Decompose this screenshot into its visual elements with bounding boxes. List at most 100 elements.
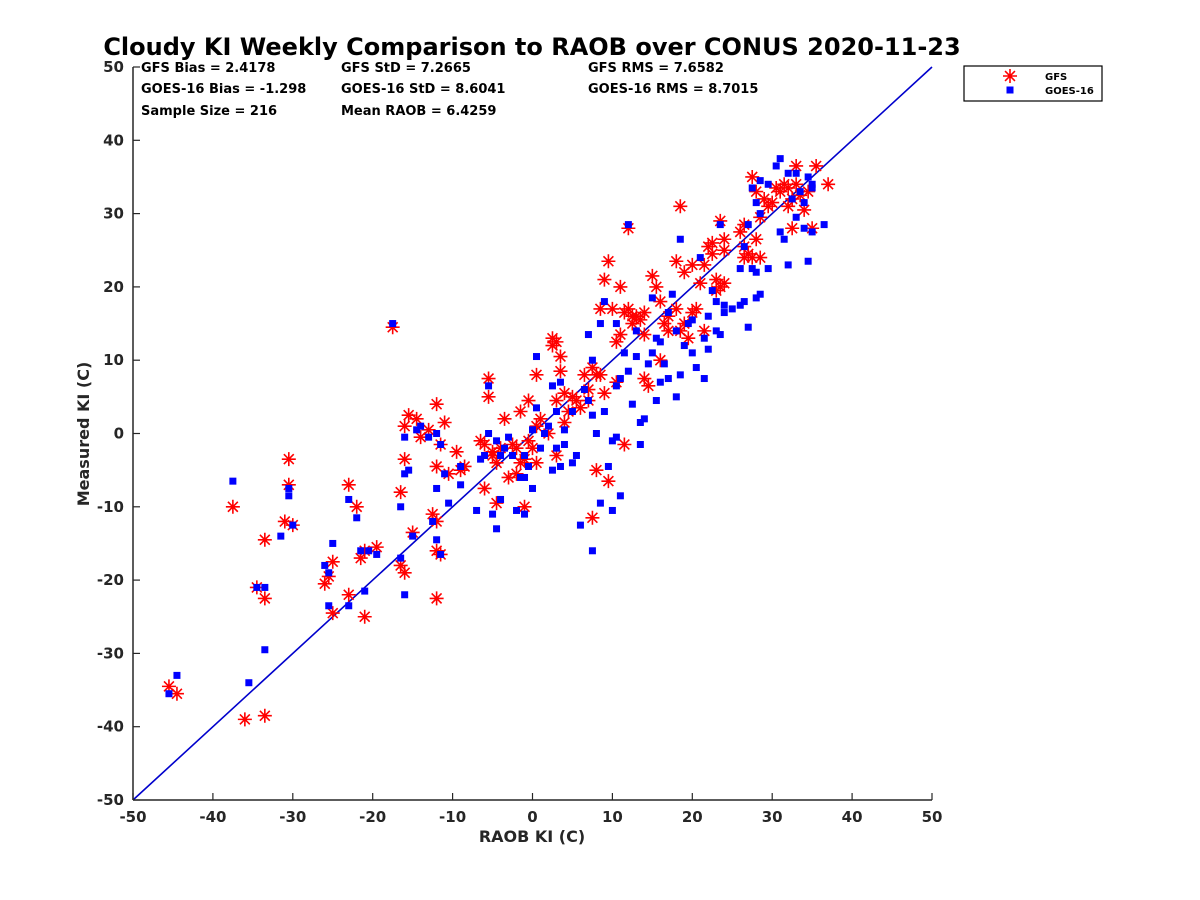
goes16-point bbox=[389, 320, 397, 328]
goes16-point bbox=[556, 462, 564, 470]
gfs-point bbox=[625, 316, 640, 331]
goes16-point bbox=[529, 484, 536, 492]
gfs-point bbox=[625, 309, 640, 324]
goes16-point bbox=[261, 646, 269, 654]
gfs-point bbox=[661, 323, 676, 338]
gfs-point bbox=[397, 452, 412, 467]
y-tick-label: 10 bbox=[103, 351, 124, 369]
gfs-point bbox=[717, 232, 732, 247]
goes16-point bbox=[433, 536, 441, 544]
gfs-point bbox=[481, 371, 496, 386]
goes16-point bbox=[776, 155, 784, 163]
gfs-point bbox=[357, 543, 372, 558]
goes16-point bbox=[636, 440, 644, 448]
goes16-point bbox=[365, 547, 373, 555]
goes16-point bbox=[720, 309, 728, 317]
gfs-point bbox=[353, 551, 368, 566]
gfs-point bbox=[477, 481, 492, 496]
gfs-point bbox=[637, 371, 652, 386]
gfs-point bbox=[549, 334, 564, 349]
x-axis-label: RAOB KI (C) bbox=[479, 827, 585, 846]
gfs-point bbox=[821, 177, 836, 192]
gfs-point bbox=[529, 367, 544, 382]
gfs-point bbox=[617, 437, 632, 452]
goes16-point bbox=[285, 484, 293, 492]
gfs-point bbox=[553, 364, 568, 379]
gfs-point bbox=[745, 169, 760, 184]
gfs-point bbox=[681, 331, 696, 346]
goes16-point bbox=[596, 499, 604, 507]
gfs-point bbox=[429, 591, 444, 606]
goes16-point bbox=[796, 188, 804, 196]
goes16-point bbox=[600, 298, 608, 306]
goes16-point bbox=[684, 320, 692, 328]
gfs-point bbox=[497, 411, 512, 426]
x-tick-label: 20 bbox=[682, 808, 703, 826]
goes16-point bbox=[792, 169, 800, 177]
gfs-point bbox=[501, 470, 516, 485]
gfs-point bbox=[593, 367, 608, 382]
stat-text: Mean RAOB = 6.4259 bbox=[341, 104, 496, 119]
y-tick-label: -50 bbox=[97, 791, 124, 809]
gfs-point bbox=[589, 463, 604, 478]
gfs-point bbox=[757, 191, 772, 206]
gfs-point bbox=[809, 158, 824, 173]
gfs-point bbox=[621, 301, 636, 316]
gfs-point bbox=[425, 507, 440, 522]
goes16-point bbox=[529, 426, 536, 434]
goes16-point bbox=[429, 517, 437, 525]
goes16-point bbox=[584, 331, 592, 339]
goes16-point bbox=[173, 671, 181, 679]
legend: GFS GOES-16 bbox=[963, 65, 1103, 102]
x-tick-label: -50 bbox=[119, 808, 146, 826]
gfs-point bbox=[529, 419, 544, 434]
goes16-point bbox=[493, 437, 501, 445]
goes16-point bbox=[485, 430, 493, 437]
gfs-point bbox=[645, 268, 660, 283]
goes16-point bbox=[612, 320, 620, 328]
goes16-point bbox=[433, 430, 441, 437]
goes16-point bbox=[401, 470, 409, 478]
goes16-point bbox=[245, 679, 253, 687]
gfs-point bbox=[509, 441, 524, 456]
stat-text: GFS RMS = 7.6582 bbox=[588, 61, 724, 76]
stat-text: GOES-16 StD = 8.6041 bbox=[341, 82, 505, 97]
gfs-point bbox=[621, 221, 636, 236]
chart-title: Cloudy KI Weekly Comparison to RAOB over… bbox=[103, 33, 960, 61]
gfs-point bbox=[785, 221, 800, 236]
gfs-point bbox=[281, 452, 296, 467]
goes16-point bbox=[580, 386, 588, 394]
stat-text: GFS Bias = 2.4178 bbox=[141, 61, 275, 76]
gfs-point bbox=[605, 301, 620, 316]
goes16-point bbox=[261, 583, 269, 591]
gfs-point bbox=[557, 415, 572, 430]
goes16-point bbox=[712, 327, 720, 335]
goes16-point bbox=[405, 466, 413, 474]
y-tick-label: 30 bbox=[103, 205, 124, 223]
gfs-point bbox=[405, 525, 420, 540]
goes16-point bbox=[477, 455, 485, 463]
gfs-point bbox=[669, 301, 684, 316]
goes16-point bbox=[401, 591, 409, 599]
gfs-point bbox=[369, 540, 384, 555]
gfs-point bbox=[437, 415, 452, 430]
goes16-point bbox=[716, 331, 724, 339]
goes16-point bbox=[764, 180, 772, 188]
gfs-point bbox=[541, 426, 556, 441]
gfs-point bbox=[553, 349, 568, 364]
goes16-point bbox=[501, 444, 509, 452]
gfs-point bbox=[673, 199, 688, 214]
goes16-point bbox=[413, 426, 421, 434]
gfs-point bbox=[705, 235, 720, 250]
goes16-point bbox=[656, 378, 664, 386]
gfs-point bbox=[789, 177, 804, 192]
gfs-point bbox=[397, 419, 412, 434]
gfs-point bbox=[717, 243, 732, 258]
gfs-point bbox=[561, 404, 576, 419]
goes16-point bbox=[808, 180, 816, 188]
goes16-point bbox=[664, 309, 672, 317]
gfs-point bbox=[609, 375, 624, 390]
gfs-point bbox=[613, 279, 628, 294]
gfs-point bbox=[325, 606, 340, 621]
goes16-point bbox=[764, 265, 772, 273]
